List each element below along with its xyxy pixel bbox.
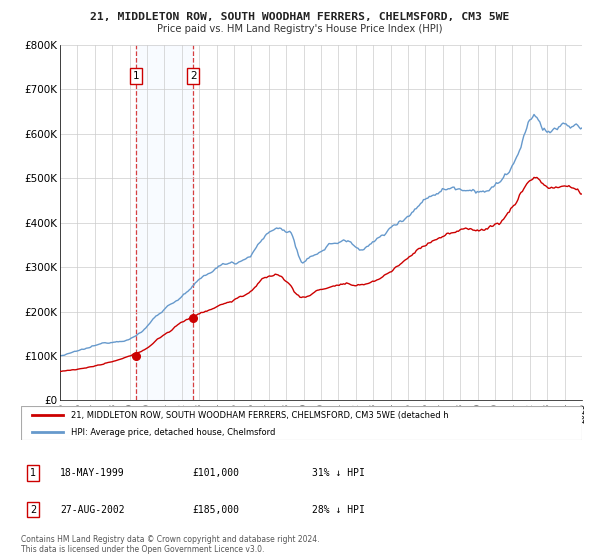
Text: 2: 2 (30, 505, 36, 515)
Text: 1: 1 (30, 468, 36, 478)
Text: 27-AUG-2002: 27-AUG-2002 (60, 505, 125, 515)
Text: 28% ↓ HPI: 28% ↓ HPI (312, 505, 365, 515)
Text: 21, MIDDLETON ROW, SOUTH WOODHAM FERRERS, CHELMSFORD, CM3 5WE: 21, MIDDLETON ROW, SOUTH WOODHAM FERRERS… (91, 12, 509, 22)
Text: £101,000: £101,000 (192, 468, 239, 478)
Text: 31% ↓ HPI: 31% ↓ HPI (312, 468, 365, 478)
Text: 21, MIDDLETON ROW, SOUTH WOODHAM FERRERS, CHELMSFORD, CM3 5WE (detached h: 21, MIDDLETON ROW, SOUTH WOODHAM FERRERS… (71, 411, 449, 420)
Bar (136, 45, 193, 400)
Text: 18-MAY-1999: 18-MAY-1999 (60, 468, 125, 478)
Text: £185,000: £185,000 (192, 505, 239, 515)
Text: Contains HM Land Registry data © Crown copyright and database right 2024.: Contains HM Land Registry data © Crown c… (21, 535, 320, 544)
FancyBboxPatch shape (21, 406, 582, 440)
Text: Price paid vs. HM Land Registry's House Price Index (HPI): Price paid vs. HM Land Registry's House … (157, 24, 443, 34)
Text: 2: 2 (190, 71, 196, 81)
Text: HPI: Average price, detached house, Chelmsford: HPI: Average price, detached house, Chel… (71, 428, 276, 437)
Text: This data is licensed under the Open Government Licence v3.0.: This data is licensed under the Open Gov… (21, 545, 265, 554)
Text: 1: 1 (133, 71, 139, 81)
